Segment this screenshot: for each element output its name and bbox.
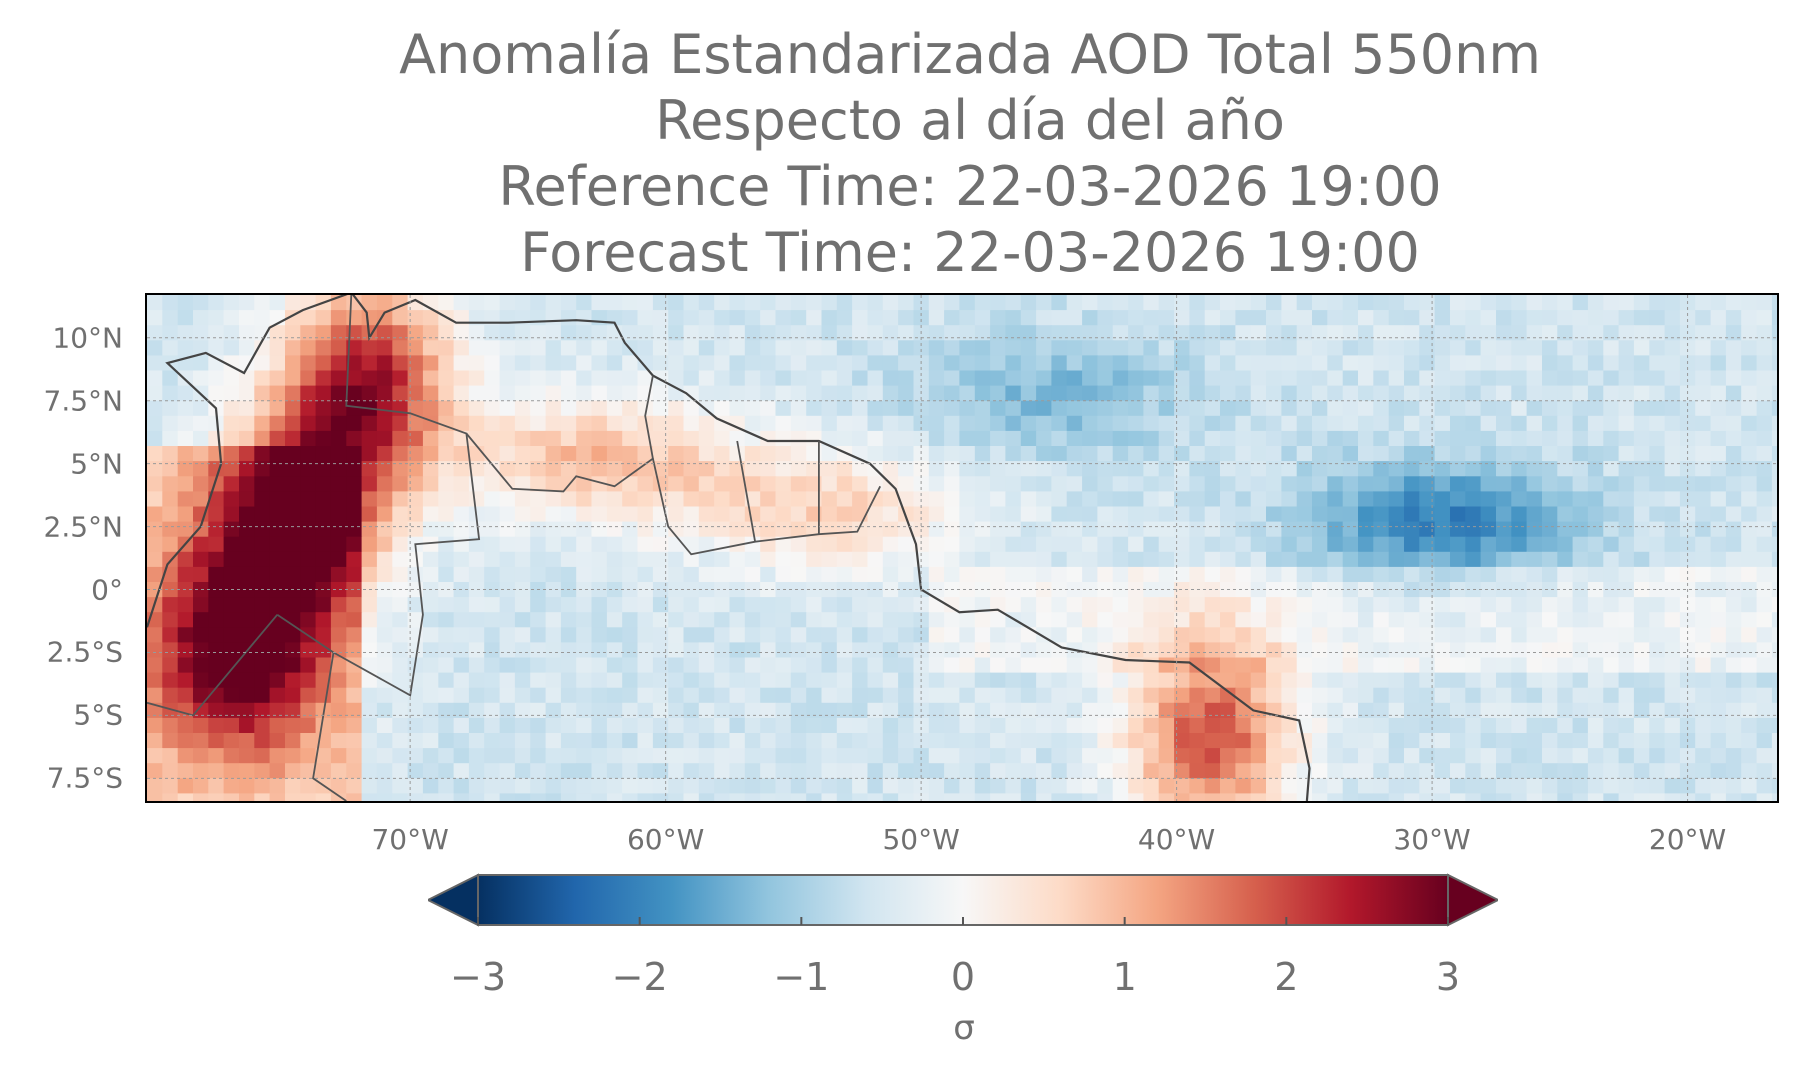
lat-tick-label: 2.5°S <box>46 635 123 669</box>
country-border <box>652 458 882 556</box>
country-border <box>276 295 481 697</box>
colorbar-tick-label: 3 <box>1435 955 1461 999</box>
lat-tick-label: 5°N <box>70 447 123 481</box>
colorbar-bar <box>425 873 1501 927</box>
lon-tick-label: 20°W <box>1648 823 1727 856</box>
title-line-1: Anomalía Estandarizada AOD Total 550nm <box>399 23 1541 86</box>
chart-title: Anomalía Estandarizada AOD Total 550nm R… <box>340 22 1600 286</box>
colorbar-gradient <box>477 874 1449 926</box>
lat-tick-label: 10°N <box>52 321 123 355</box>
anomaly-field <box>147 295 1777 801</box>
title-line-2: Respecto al día del año <box>655 89 1285 152</box>
map-panel <box>145 293 1779 803</box>
title-line-3: Reference Time: 22-03-2026 19:00 <box>498 155 1442 218</box>
lat-tick-label: 2.5°N <box>43 510 123 544</box>
lon-tick-label: 50°W <box>882 823 960 856</box>
colorbar-tick-label: −3 <box>449 955 507 999</box>
lat-tick-label: 5°S <box>73 698 123 732</box>
country-border <box>736 440 756 542</box>
gridlines <box>147 295 1777 801</box>
lat-tick-label: 7.5°N <box>43 384 123 418</box>
colorbar-tick-label: −1 <box>773 955 830 999</box>
country-border <box>147 614 278 717</box>
title-line-4: Forecast Time: 22-03-2026 19:00 <box>520 221 1420 284</box>
colorbar-tick-label: 0 <box>950 955 976 999</box>
coastline <box>147 295 1311 801</box>
lon-tick-label: 60°W <box>626 823 705 856</box>
colorbar-extend-high <box>1447 873 1501 927</box>
lat-tick-label: 0° <box>91 573 123 607</box>
colorbar-unit-label: σ <box>953 1008 975 1048</box>
colorbar-tick-label: −2 <box>611 955 668 999</box>
colorbar-tick-label: 1 <box>1112 955 1137 999</box>
anomaly-map <box>147 295 1777 801</box>
lat-tick-label: 7.5°S <box>46 761 123 795</box>
colorbar-tick-label: 2 <box>1274 955 1299 999</box>
colorbar-extend-low <box>425 873 479 927</box>
lon-tick-label: 30°W <box>1393 823 1471 856</box>
lon-tick-label: 40°W <box>1137 823 1216 856</box>
country-border <box>312 652 347 801</box>
colorbar <box>425 870 1501 930</box>
country-border <box>465 375 654 493</box>
lon-tick-label: 70°W <box>371 823 449 856</box>
